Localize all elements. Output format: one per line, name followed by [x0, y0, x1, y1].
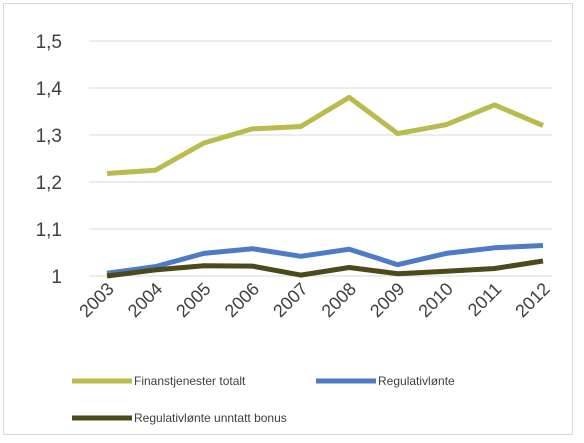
y-tick-label: 1,5 [36, 32, 62, 53]
series-line-1 [106, 94, 544, 176]
series-lines [106, 94, 544, 279]
x-tick-label: 2004 [124, 279, 166, 321]
x-tick-label: 2009 [366, 279, 408, 321]
x-tick-label: 2003 [75, 279, 117, 321]
gridlines [89, 40, 552, 277]
x-tick-label: 2005 [172, 279, 214, 321]
y-tick-label: 1,2 [36, 173, 62, 194]
legend-label: Regulativlønte [378, 374, 455, 388]
series-line-3 [106, 258, 544, 279]
y-axis-ticks: 1 1,1 1,2 1,3 1,4 1,5 [36, 32, 63, 288]
x-tick-label: 2010 [414, 279, 456, 321]
legend-label: Finanstjenester totalt [134, 374, 246, 388]
y-tick-label: 1,4 [36, 79, 63, 100]
legend-label: Regulativlønte unntatt bonus [134, 411, 287, 425]
legend: Finanstjenester totalt Regulativlønte Regu… [72, 374, 455, 425]
y-tick-label: 1,3 [36, 126, 62, 147]
x-tick-label: 2008 [318, 279, 360, 321]
x-tick-label: 2012 [511, 279, 553, 321]
chart-frame [3, 3, 573, 435]
series-line-2 [106, 243, 544, 276]
x-tick-label: 2007 [269, 279, 311, 321]
x-tick-label: 2006 [221, 279, 263, 321]
y-tick-label: 1,1 [36, 220, 62, 241]
x-tick-label: 2011 [464, 279, 506, 321]
x-axis-ticks: 2003 2004 2005 2006 2007 2008 2009 2010 2011 2012 [75, 279, 553, 321]
y-tick-label: 1 [51, 267, 62, 288]
